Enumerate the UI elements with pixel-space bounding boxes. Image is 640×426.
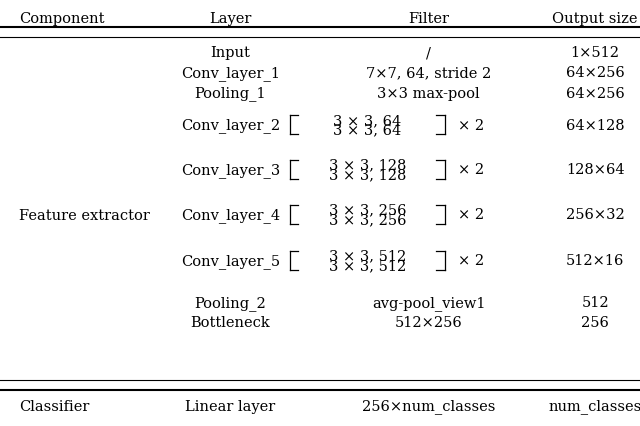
Text: Classifier: Classifier: [19, 399, 90, 413]
Text: 1×512: 1×512: [571, 46, 620, 60]
Text: num_classes: num_classes: [548, 399, 640, 413]
Text: Conv_layer_5: Conv_layer_5: [181, 253, 280, 268]
Text: 64×128: 64×128: [566, 118, 625, 132]
Text: 7×7, 64, stride 2: 7×7, 64, stride 2: [366, 66, 492, 80]
Text: avg-pool_view1: avg-pool_view1: [372, 295, 486, 310]
Text: 512×256: 512×256: [395, 316, 463, 329]
Text: 3 × 3, 64: 3 × 3, 64: [333, 123, 401, 137]
Text: /: /: [426, 46, 431, 60]
Text: 512: 512: [581, 296, 609, 309]
Text: 3×3 max-pool: 3×3 max-pool: [378, 86, 480, 100]
Text: Conv_layer_2: Conv_layer_2: [181, 118, 280, 132]
Text: 3 × 3, 512: 3 × 3, 512: [329, 259, 406, 272]
Text: 256: 256: [581, 316, 609, 329]
Text: Component: Component: [19, 12, 105, 26]
Text: Output size: Output size: [552, 12, 638, 26]
Text: 256×32: 256×32: [566, 208, 625, 222]
Text: 512×16: 512×16: [566, 254, 625, 268]
Text: × 2: × 2: [458, 118, 484, 132]
Text: Bottleneck: Bottleneck: [191, 316, 270, 329]
Text: Conv_layer_3: Conv_layer_3: [180, 163, 280, 177]
Text: 3 × 3, 512: 3 × 3, 512: [329, 249, 406, 263]
Text: Pooling_1: Pooling_1: [195, 86, 266, 101]
Text: 3 × 3, 64: 3 × 3, 64: [333, 114, 401, 127]
Text: Conv_layer_4: Conv_layer_4: [181, 207, 280, 222]
Text: Filter: Filter: [408, 12, 449, 26]
Text: 64×256: 64×256: [566, 86, 625, 100]
Text: Input: Input: [211, 46, 250, 60]
Text: × 2: × 2: [458, 254, 484, 268]
Text: Pooling_2: Pooling_2: [195, 295, 266, 310]
Text: 256×num_classes: 256×num_classes: [362, 399, 495, 413]
Text: 3 × 3, 256: 3 × 3, 256: [328, 213, 406, 226]
Text: Linear layer: Linear layer: [185, 399, 276, 413]
Text: Feature extractor: Feature extractor: [19, 208, 150, 222]
Text: × 2: × 2: [458, 208, 484, 222]
Text: 3 × 3, 256: 3 × 3, 256: [328, 203, 406, 217]
Text: Conv_layer_1: Conv_layer_1: [181, 66, 280, 81]
Text: 64×256: 64×256: [566, 66, 625, 80]
Text: × 2: × 2: [458, 163, 484, 177]
Text: 3 × 3, 128: 3 × 3, 128: [329, 168, 406, 181]
Text: Layer: Layer: [209, 12, 252, 26]
Text: 128×64: 128×64: [566, 163, 625, 177]
Text: 3 × 3, 128: 3 × 3, 128: [329, 158, 406, 172]
